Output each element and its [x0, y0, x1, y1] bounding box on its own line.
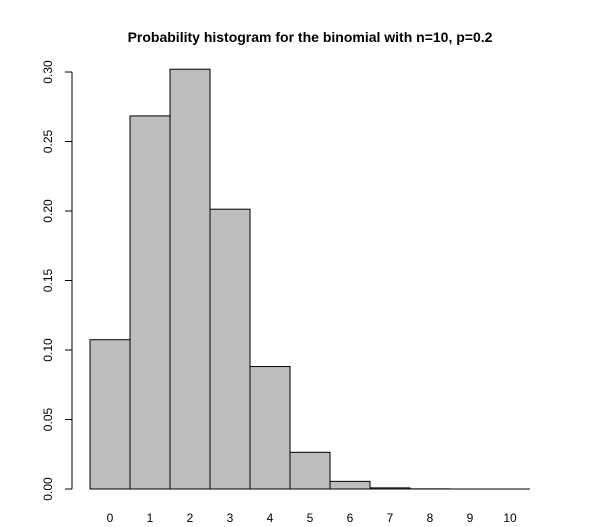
x-tick-label-1: 1 [147, 511, 154, 525]
x-tick-label-5: 5 [307, 511, 314, 525]
x-tick-label-7: 7 [387, 511, 394, 525]
bar-0 [89, 339, 131, 490]
y-tick-label-0.20: 0.20 [41, 199, 55, 223]
x-tick-label-2: 2 [187, 511, 194, 525]
x-tick-label-3: 3 [227, 511, 234, 525]
chart-title: Probability histogram for the binomial w… [128, 29, 493, 45]
bar-6 [329, 480, 371, 490]
x-tick-labels: 0 1 2 3 4 5 6 7 8 9 10 [107, 511, 517, 525]
bar-1 [129, 115, 171, 490]
x-tick-label-9: 9 [467, 511, 474, 525]
bar-3 [209, 208, 251, 490]
bar-2 [169, 68, 211, 490]
y-tick-label-0.15: 0.15 [41, 268, 55, 292]
x-tick-label-0: 0 [107, 511, 114, 525]
y-tick-label-0.00: 0.00 [41, 477, 55, 501]
x-tick-label-6: 6 [347, 511, 354, 525]
bars-group [89, 68, 530, 490]
bar-5 [289, 451, 331, 490]
y-tick-label-0.05: 0.05 [41, 407, 55, 431]
y-tick-label-0.10: 0.10 [41, 338, 55, 362]
y-tick-label-0.30: 0.30 [41, 60, 55, 84]
y-tick-label-0.25: 0.25 [41, 129, 55, 153]
y-axis: 0.00 0.05 0.10 0.15 0.20 0.25 0.30 [41, 60, 73, 501]
x-tick-label-10: 10 [503, 511, 517, 525]
x-tick-label-4: 4 [267, 511, 274, 525]
bar-4 [249, 366, 291, 490]
x-tick-label-8: 8 [427, 511, 434, 525]
